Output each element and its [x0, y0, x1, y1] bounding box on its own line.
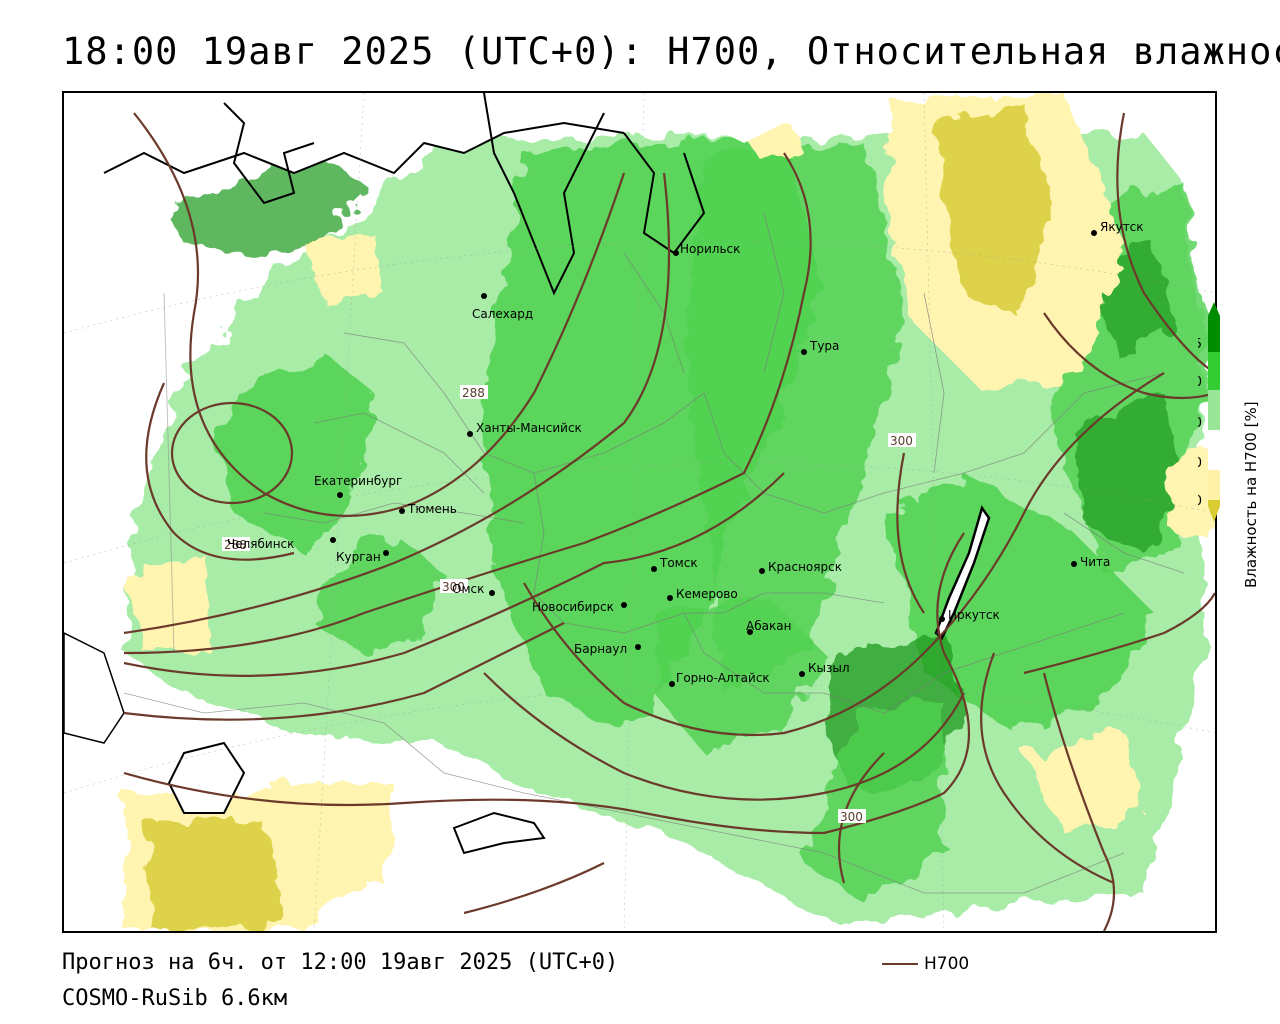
colorbar: 95 80 60 40 20 — [1198, 302, 1220, 522]
arctic-coast — [64, 93, 1215, 654]
isoline-label: 300 — [890, 434, 913, 448]
city-label: Чита — [1080, 555, 1110, 569]
city-dot — [1071, 561, 1077, 567]
city-label: Екатеринбург — [314, 474, 402, 488]
city-dot — [651, 566, 657, 572]
colorbar-tick: 95 — [1198, 337, 1202, 352]
colorbar-bottom-triangle — [1208, 506, 1220, 522]
colorbar-band-60 — [1208, 390, 1220, 430]
city-dot — [399, 508, 405, 514]
city-label: Ханты-Мансийск — [476, 421, 582, 435]
city-label: Кызыл — [808, 661, 850, 675]
city-dot — [939, 616, 945, 622]
city-dot — [337, 492, 343, 498]
h700-isolines — [123, 112, 1215, 931]
city-label: Якутск — [1100, 220, 1144, 234]
colorbar-tick: 60 — [1198, 416, 1202, 431]
city-dot — [467, 431, 473, 437]
isoline-label: 288 — [462, 386, 485, 400]
page-title: 18:00 19авг 2025 (UTC+0): H700, Относите… — [62, 30, 1280, 73]
city-label: Красноярск — [768, 560, 842, 574]
isoline-label: 300 — [442, 580, 465, 594]
colorbar-tick: 20 — [1198, 494, 1202, 509]
colorbar-band-95 — [1208, 316, 1220, 352]
colorbar-axis-label: Влажность на H700 [%] — [1238, 330, 1262, 600]
forecast-info: Прогноз на 6ч. от 12:00 19авг 2025 (UTC+… — [62, 950, 619, 975]
city-label: Норильск — [680, 242, 740, 256]
city-dot — [330, 537, 336, 543]
colorbar-tick: 40 — [1198, 456, 1202, 471]
city-dot — [759, 568, 765, 574]
city-label: Абакан — [746, 619, 791, 633]
city-label: Тюмень — [407, 502, 457, 516]
city-dot — [383, 550, 389, 556]
city-dot — [481, 293, 487, 299]
city-dot — [669, 681, 675, 687]
map-canvas[interactable]: 288 288 300 300 300 Норильск Якутск Салеха… — [64, 93, 1215, 931]
city-label: Барнаул — [574, 642, 627, 656]
isoline-label: 300 — [840, 810, 863, 824]
water-bodies — [64, 505, 991, 855]
city-dot — [667, 595, 673, 601]
isoline-swatch — [882, 963, 918, 965]
model-info: COSMO-RuSib 6.6км — [62, 986, 288, 1011]
city-label: Челябинск — [227, 537, 294, 551]
map-panel[interactable]: 288 288 300 300 300 Норильск Якутск Салеха… — [62, 91, 1217, 933]
colorbar-tick: 80 — [1198, 375, 1202, 390]
city-markers: Норильск Якутск Салехард Тура Ханты-Мансийск… — [227, 220, 1144, 687]
isoline-labels: 288 288 300 300 300 — [222, 385, 916, 824]
city-dot — [747, 629, 753, 635]
city-label: Томск — [659, 556, 698, 570]
city-dot — [489, 590, 495, 596]
city-dot — [635, 644, 641, 650]
city-label: Курган — [336, 550, 381, 564]
city-dot — [799, 671, 805, 677]
city-label: Кемерово — [676, 587, 738, 601]
series-legend-label: H700 — [924, 954, 970, 974]
dry-areas — [124, 93, 1214, 931]
colorbar-band-low — [1208, 500, 1220, 506]
city-label: Новосибирск — [532, 600, 614, 614]
city-label: Омск — [452, 582, 484, 596]
city-label: Тура — [809, 339, 839, 353]
city-dot — [1091, 230, 1097, 236]
city-dot — [621, 602, 627, 608]
colorbar-axis-text: Влажность на H700 [%] — [1242, 401, 1260, 588]
city-dot — [673, 250, 679, 256]
colorbar-band-20 — [1208, 470, 1220, 500]
city-label: Иркутск — [948, 608, 1000, 622]
graticule — [64, 93, 1215, 931]
city-dot — [801, 349, 807, 355]
colorbar-band-40 — [1208, 430, 1220, 470]
colorbar-top-triangle — [1208, 302, 1220, 316]
series-legend: H700 — [882, 954, 969, 974]
isoline-label: 288 — [224, 538, 247, 552]
colorbar-band-80 — [1208, 352, 1220, 390]
city-label: Салехард — [472, 307, 533, 321]
city-label: Горно-Алтайск — [676, 671, 770, 685]
